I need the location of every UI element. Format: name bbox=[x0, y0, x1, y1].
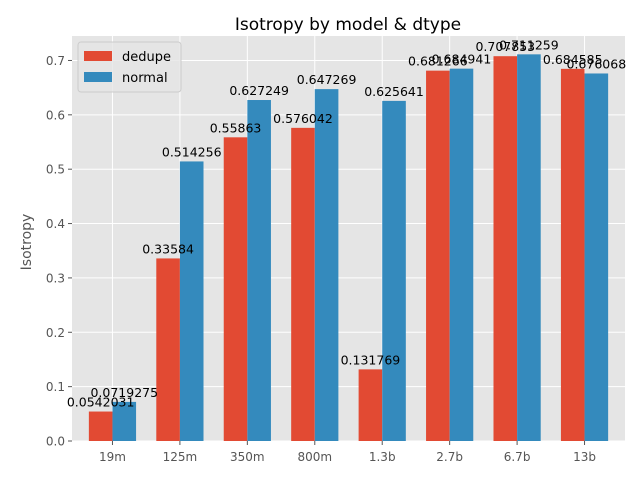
bar-normal-19m bbox=[112, 401, 137, 441]
value-label-dedupe-350m: 0.55863 bbox=[210, 120, 262, 135]
legend-swatch-normal bbox=[84, 72, 112, 82]
y-tick-label: 0.7 bbox=[46, 54, 65, 68]
bar-dedupe-125m bbox=[156, 258, 180, 441]
x-tick-label: 2.7b bbox=[436, 450, 463, 464]
bars bbox=[88, 54, 609, 442]
value-label-normal-1.3b: 0.625641 bbox=[364, 84, 424, 99]
bar-normal-2.7b bbox=[449, 68, 474, 441]
value-label-dedupe-2.7b: 0.681266 bbox=[408, 54, 468, 69]
bar-normal-1.3b bbox=[382, 100, 406, 441]
y-tick-label: 0.3 bbox=[46, 271, 65, 285]
y-tick-label: 0.6 bbox=[46, 108, 65, 122]
value-label-normal-6.7b: 0.711259 bbox=[499, 37, 559, 52]
value-label-dedupe-6.7b: 0.707853 bbox=[475, 39, 535, 54]
y-tick-label: 0.4 bbox=[46, 217, 65, 231]
bar-dedupe-6.7b bbox=[493, 56, 518, 442]
bar-dedupe-2.7b bbox=[426, 70, 450, 441]
x-tick-label: 125m bbox=[163, 450, 198, 464]
value-label-normal-13b: 0.676068 bbox=[567, 56, 627, 71]
y-tick-label: 0.0 bbox=[46, 435, 65, 449]
value-label-normal-2.7b: 0.684941 bbox=[432, 52, 492, 67]
x-tick-label: 13b bbox=[573, 450, 596, 464]
x-tick-label: 350m bbox=[230, 450, 265, 464]
y-axis-ticks: 0.0 0.1 0.2 0.3 0.4 0.5 0.6 0.7 bbox=[46, 54, 72, 449]
bar-dedupe-350m bbox=[223, 137, 248, 441]
value-label-dedupe-19m: 0.0542031 bbox=[67, 395, 135, 410]
value-label-normal-800m: 0.647269 bbox=[297, 72, 357, 87]
bar-normal-6.7b bbox=[517, 54, 541, 442]
bar-normal-125m bbox=[179, 161, 204, 441]
x-tick-label: 19m bbox=[99, 450, 126, 464]
value-label-normal-125m: 0.514256 bbox=[162, 144, 222, 159]
bar-dedupe-13b bbox=[560, 68, 585, 442]
x-tick-label: 6.7b bbox=[504, 450, 531, 464]
bar-normal-350m bbox=[247, 100, 271, 441]
legend-label-dedupe: dedupe bbox=[122, 50, 171, 65]
x-tick-label: 1.3b bbox=[369, 450, 396, 464]
x-axis-ticks: 19m 125m 350m 800m 1.3b 2.7b 6.7b 13b bbox=[99, 441, 596, 464]
y-axis-label: Isotropy bbox=[19, 214, 35, 271]
x-tick-label: 800m bbox=[297, 450, 332, 464]
legend-swatch-dedupe bbox=[84, 51, 112, 61]
legend: dedupe normal bbox=[77, 41, 182, 93]
value-label-normal-350m: 0.627249 bbox=[229, 83, 289, 98]
value-label-dedupe-800m: 0.576042 bbox=[273, 111, 333, 126]
value-label-dedupe-13b: 0.684585 bbox=[543, 52, 603, 67]
y-tick-label: 0.2 bbox=[46, 326, 65, 340]
legend-label-normal: normal bbox=[122, 71, 168, 86]
y-tick-label: 0.1 bbox=[46, 380, 65, 394]
value-label-normal-19m: 0.0719275 bbox=[90, 385, 158, 400]
value-labels: 0.0542031 0.33584 0.55863 0.576042 0.131769 0… bbox=[67, 37, 626, 409]
bar-dedupe-19m bbox=[88, 411, 113, 441]
bar-normal-800m bbox=[314, 89, 339, 441]
chart-title: Isotropy by model & dtype bbox=[235, 15, 461, 35]
value-label-dedupe-1.3b: 0.131769 bbox=[341, 352, 401, 367]
plot-background bbox=[72, 36, 625, 441]
value-label-dedupe-125m: 0.33584 bbox=[142, 241, 194, 256]
bar-dedupe-800m bbox=[291, 127, 315, 442]
bar-normal-13b bbox=[584, 73, 609, 442]
y-tick-label: 0.5 bbox=[46, 163, 65, 177]
bar-dedupe-1.3b bbox=[358, 369, 383, 441]
